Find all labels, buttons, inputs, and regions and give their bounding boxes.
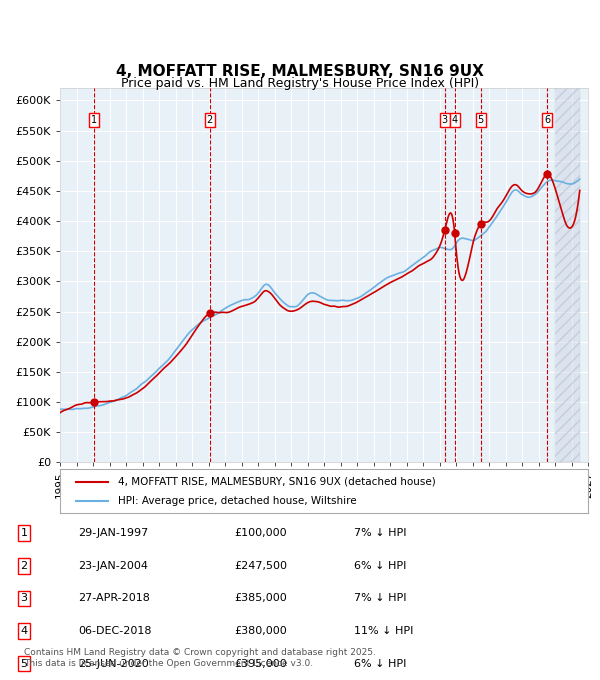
Text: 2: 2	[206, 115, 213, 125]
Text: 4: 4	[20, 626, 28, 636]
Text: 25-JUN-2020: 25-JUN-2020	[78, 659, 149, 668]
Text: 23-JAN-2004: 23-JAN-2004	[78, 561, 148, 571]
Text: 1: 1	[20, 528, 28, 538]
Text: 4, MOFFATT RISE, MALMESBURY, SN16 9UX: 4, MOFFATT RISE, MALMESBURY, SN16 9UX	[116, 64, 484, 79]
Text: 4: 4	[452, 115, 458, 125]
Text: 5: 5	[478, 115, 484, 125]
Text: 06-DEC-2018: 06-DEC-2018	[78, 626, 151, 636]
Text: 2: 2	[20, 561, 28, 571]
Text: 3: 3	[442, 115, 448, 125]
Text: 27-APR-2018: 27-APR-2018	[78, 594, 150, 603]
Text: £395,000: £395,000	[234, 659, 287, 668]
Text: £247,500: £247,500	[234, 561, 287, 571]
Text: 6% ↓ HPI: 6% ↓ HPI	[354, 561, 406, 571]
Text: £100,000: £100,000	[234, 528, 287, 538]
Text: 5: 5	[20, 659, 28, 668]
Text: 6% ↓ HPI: 6% ↓ HPI	[354, 659, 406, 668]
Text: 7% ↓ HPI: 7% ↓ HPI	[354, 528, 407, 538]
Text: 3: 3	[20, 594, 28, 603]
Text: Price paid vs. HM Land Registry's House Price Index (HPI): Price paid vs. HM Land Registry's House …	[121, 77, 479, 90]
Text: £380,000: £380,000	[234, 626, 287, 636]
Text: HPI: Average price, detached house, Wiltshire: HPI: Average price, detached house, Wilt…	[118, 496, 357, 506]
Text: 4, MOFFATT RISE, MALMESBURY, SN16 9UX (detached house): 4, MOFFATT RISE, MALMESBURY, SN16 9UX (d…	[118, 477, 436, 487]
Text: £385,000: £385,000	[234, 594, 287, 603]
Text: 7% ↓ HPI: 7% ↓ HPI	[354, 594, 407, 603]
Text: 1: 1	[91, 115, 97, 125]
Text: 11% ↓ HPI: 11% ↓ HPI	[354, 626, 413, 636]
Text: Contains HM Land Registry data © Crown copyright and database right 2025.
This d: Contains HM Land Registry data © Crown c…	[24, 648, 376, 668]
Text: 6: 6	[544, 115, 550, 125]
Text: 29-JAN-1997: 29-JAN-1997	[78, 528, 148, 538]
